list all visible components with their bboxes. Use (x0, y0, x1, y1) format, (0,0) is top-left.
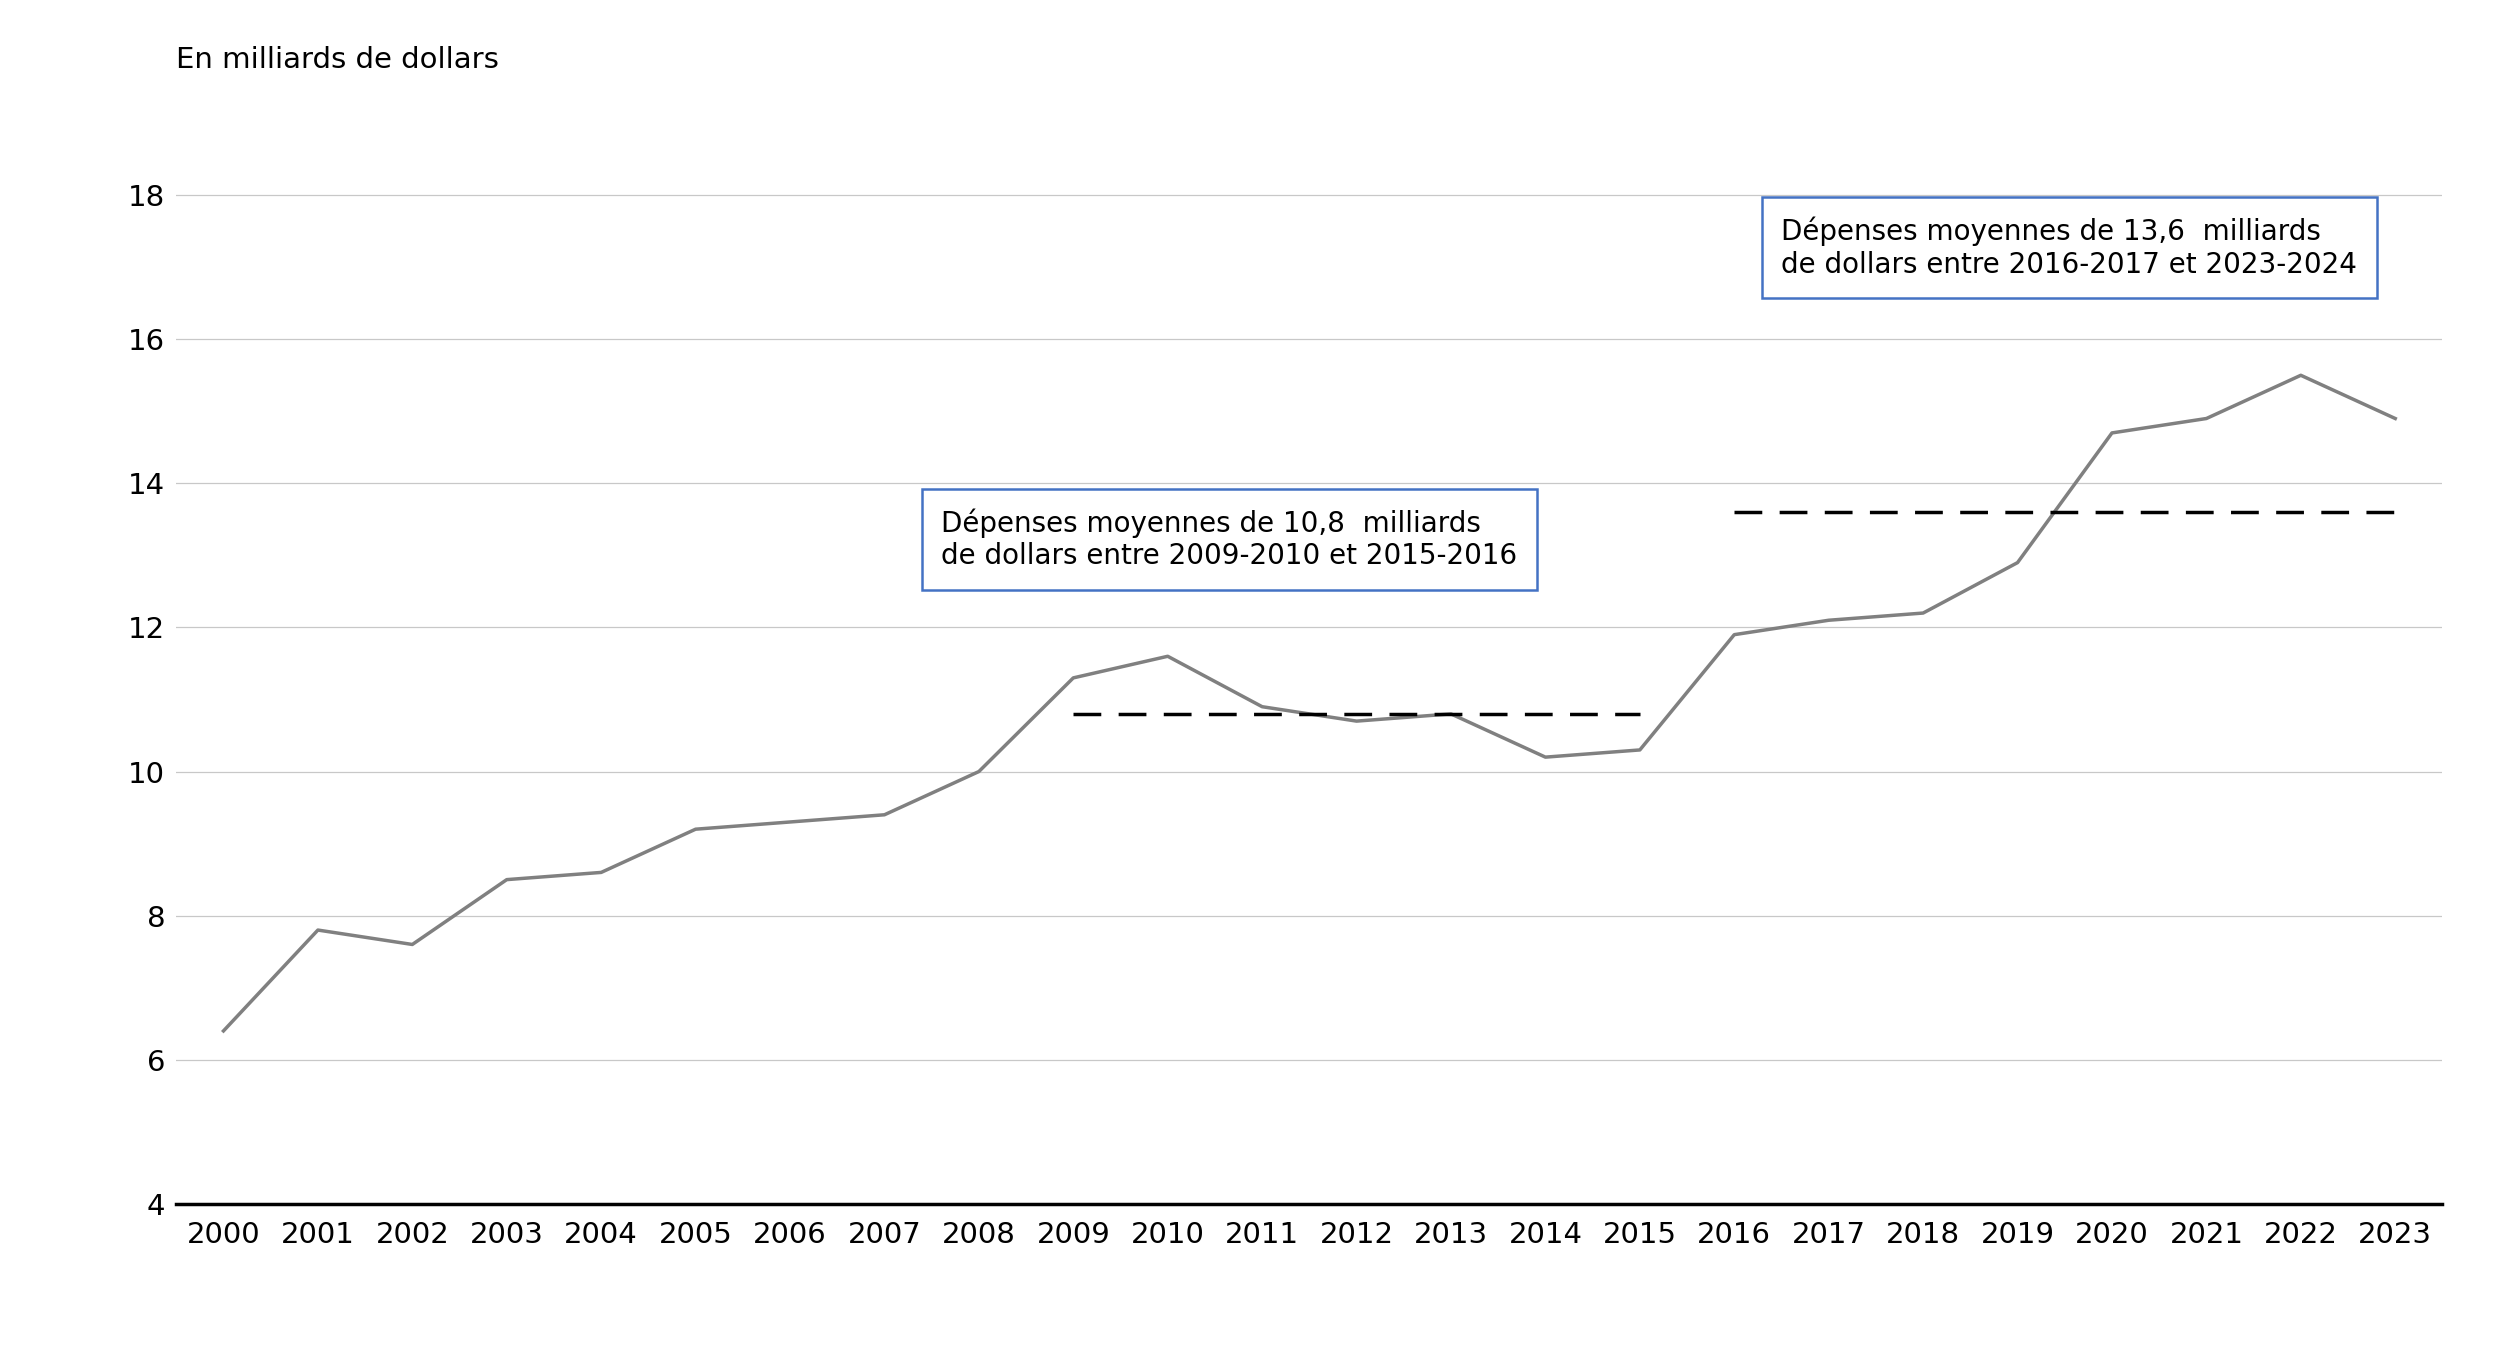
Text: Dépenses moyennes de 13,6  milliards
de dollars entre 2016-2017 et 2023-2024: Dépenses moyennes de 13,6 milliards de d… (1780, 216, 2357, 279)
Text: Dépenses moyennes de 10,8  milliards
de dollars entre 2009-2010 et 2015-2016: Dépenses moyennes de 10,8 milliards de d… (942, 509, 1518, 570)
Text: En milliards de dollars: En milliards de dollars (176, 47, 499, 74)
